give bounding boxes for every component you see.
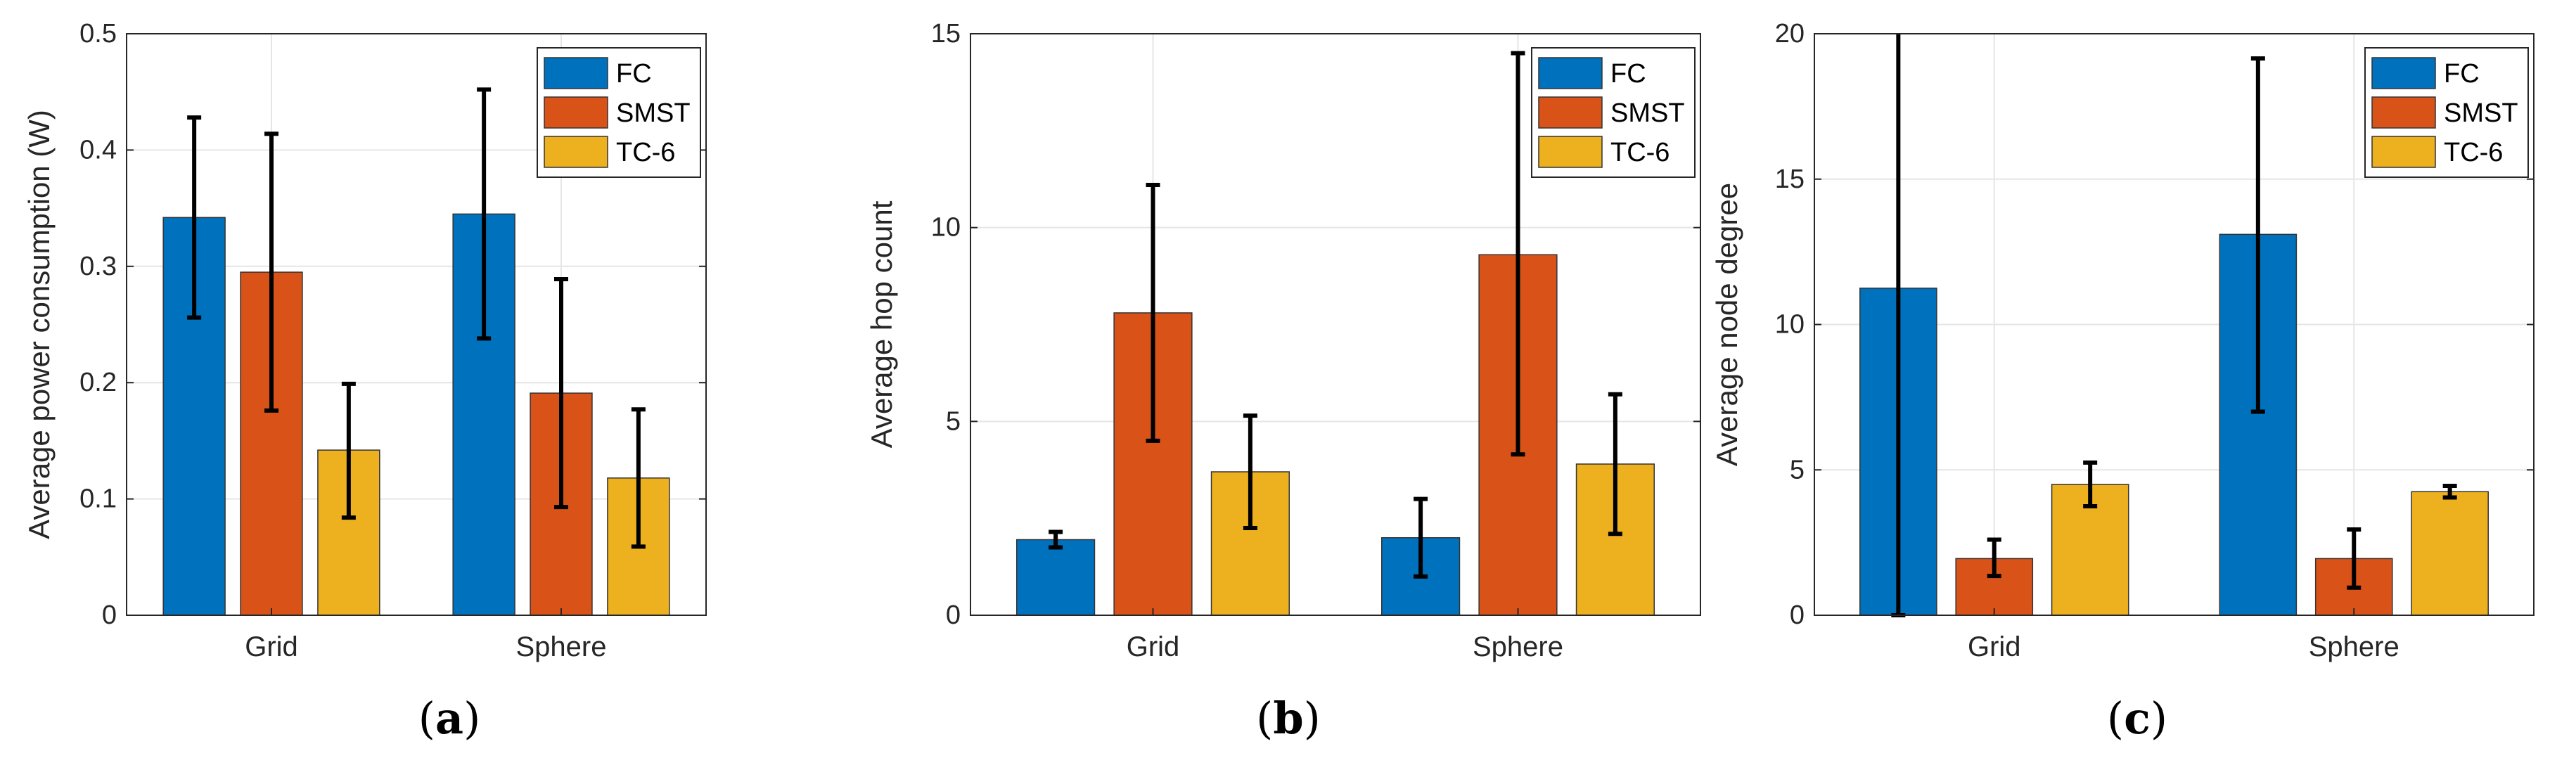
caption-b: (b) — [1256, 693, 1321, 744]
y-tick-label: 10 — [931, 213, 961, 243]
x-tick-label-grid: Grid — [245, 631, 298, 662]
y-axis-label: Average hop count — [865, 200, 898, 448]
y-tick-label: 15 — [1775, 165, 1805, 194]
chart-panel-c: 0 5 10 15 20 Grid Sphere Average node degree FC S… — [1710, 19, 2535, 662]
legend-swatch-smst — [1538, 96, 1603, 129]
y-tick-label: 0.5 — [79, 19, 117, 49]
y-tick-label: 5 — [946, 406, 961, 436]
y-axis-label: Average power consumption (W) — [23, 110, 56, 539]
x-tick-label-grid: Grid — [1968, 631, 2021, 662]
legend-swatch-tc-6 — [544, 136, 608, 168]
legend: FC SMST TC-6 — [537, 47, 701, 178]
legend-label-fc: FC — [616, 59, 652, 89]
y-tick-label: 0.3 — [79, 252, 117, 281]
x-tick-label-grid: Grid — [1127, 631, 1180, 662]
caption-c-letter: c — [2124, 693, 2151, 744]
legend-label-smst: SMST — [616, 98, 691, 128]
legend-label-smst: SMST — [2444, 98, 2518, 128]
legend-swatch-smst — [2371, 96, 2436, 129]
y-tick-label: 5 — [1790, 455, 1805, 484]
chart-panel-a: 0 0.1 0.2 0.3 0.4 0.5 Grid Sphere Average power … — [23, 19, 707, 662]
y-tick-label: 15 — [931, 19, 961, 49]
y-tick-label: 0 — [1790, 600, 1805, 630]
legend-swatch-tc-6 — [1538, 136, 1603, 168]
y-tick-label: 0 — [946, 600, 961, 630]
bar-fc-grid — [1015, 539, 1096, 616]
bar-tc-6-sphere — [2411, 491, 2489, 616]
caption-b-letter: b — [1273, 693, 1304, 744]
legend-label-fc: FC — [2444, 59, 2480, 89]
legend-label-tc-6: TC-6 — [2444, 138, 2503, 167]
legend-swatch-tc-6 — [2371, 136, 2436, 168]
caption-c: (c) — [2106, 693, 2168, 744]
legend-label-tc-6: TC-6 — [1610, 138, 1670, 167]
legend-swatch-smst — [544, 96, 608, 129]
chart-panel-b: 0 5 10 15 Grid Sphere Average hop count FC SMST T… — [865, 19, 1701, 662]
legend-swatch-fc — [544, 57, 608, 89]
axes-box — [970, 33, 1701, 616]
x-tick-label-sphere: Sphere — [516, 631, 607, 662]
y-tick-label: 0.2 — [79, 368, 117, 397]
y-tick-label: 0.4 — [79, 135, 117, 165]
y-axis-label: Average node degree — [1710, 183, 1743, 466]
axes-box — [126, 33, 707, 616]
legend-swatch-fc — [2371, 57, 2436, 89]
y-tick-label: 0 — [102, 600, 117, 630]
legend-label-tc-6: TC-6 — [616, 138, 675, 167]
x-tick-label-sphere: Sphere — [1473, 631, 1563, 662]
y-tick-label: 10 — [1775, 310, 1805, 340]
y-tick-label: 20 — [1775, 19, 1805, 49]
caption-a: (a) — [418, 693, 481, 744]
legend: FC SMST TC-6 — [2364, 47, 2529, 178]
y-tick-label: 0.1 — [79, 484, 117, 514]
legend-swatch-fc — [1538, 57, 1603, 89]
legend-label-smst: SMST — [1610, 98, 1685, 128]
caption-a-letter: a — [435, 693, 464, 744]
x-tick-label-sphere: Sphere — [2309, 631, 2399, 662]
legend-label-fc: FC — [1610, 59, 1646, 89]
legend: FC SMST TC-6 — [1531, 47, 1696, 178]
